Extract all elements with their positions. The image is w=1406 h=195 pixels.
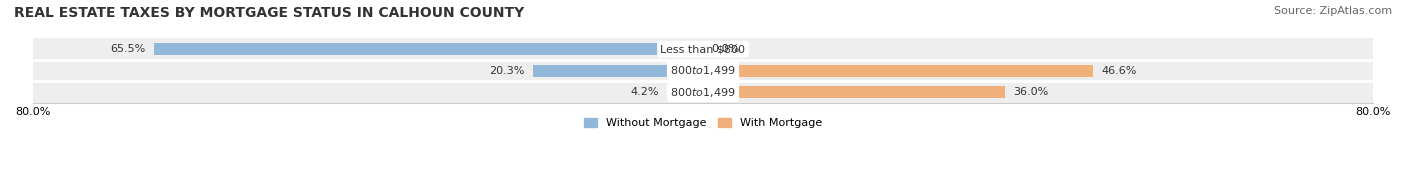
Text: 4.2%: 4.2%: [631, 87, 659, 97]
Bar: [155, 43, 703, 55]
Text: Source: ZipAtlas.com: Source: ZipAtlas.com: [1274, 6, 1392, 16]
Text: 36.0%: 36.0%: [1012, 87, 1049, 97]
Text: REAL ESTATE TAXES BY MORTGAGE STATUS IN CALHOUN COUNTY: REAL ESTATE TAXES BY MORTGAGE STATUS IN …: [14, 6, 524, 20]
Text: 20.3%: 20.3%: [489, 66, 524, 76]
Bar: [32, 82, 1374, 103]
Text: Less than $800: Less than $800: [661, 44, 745, 54]
Text: $800 to $1,499: $800 to $1,499: [671, 86, 735, 99]
Bar: [32, 60, 1374, 82]
Text: $800 to $1,499: $800 to $1,499: [671, 64, 735, 77]
Bar: [668, 86, 703, 98]
Bar: [32, 38, 1374, 60]
Text: 46.6%: 46.6%: [1102, 66, 1137, 76]
Text: 0.0%: 0.0%: [711, 44, 740, 54]
Bar: [703, 86, 1005, 98]
Bar: [703, 65, 1094, 77]
Text: 65.5%: 65.5%: [111, 44, 146, 54]
Legend: Without Mortgage, With Mortgage: Without Mortgage, With Mortgage: [579, 114, 827, 133]
Bar: [533, 65, 703, 77]
